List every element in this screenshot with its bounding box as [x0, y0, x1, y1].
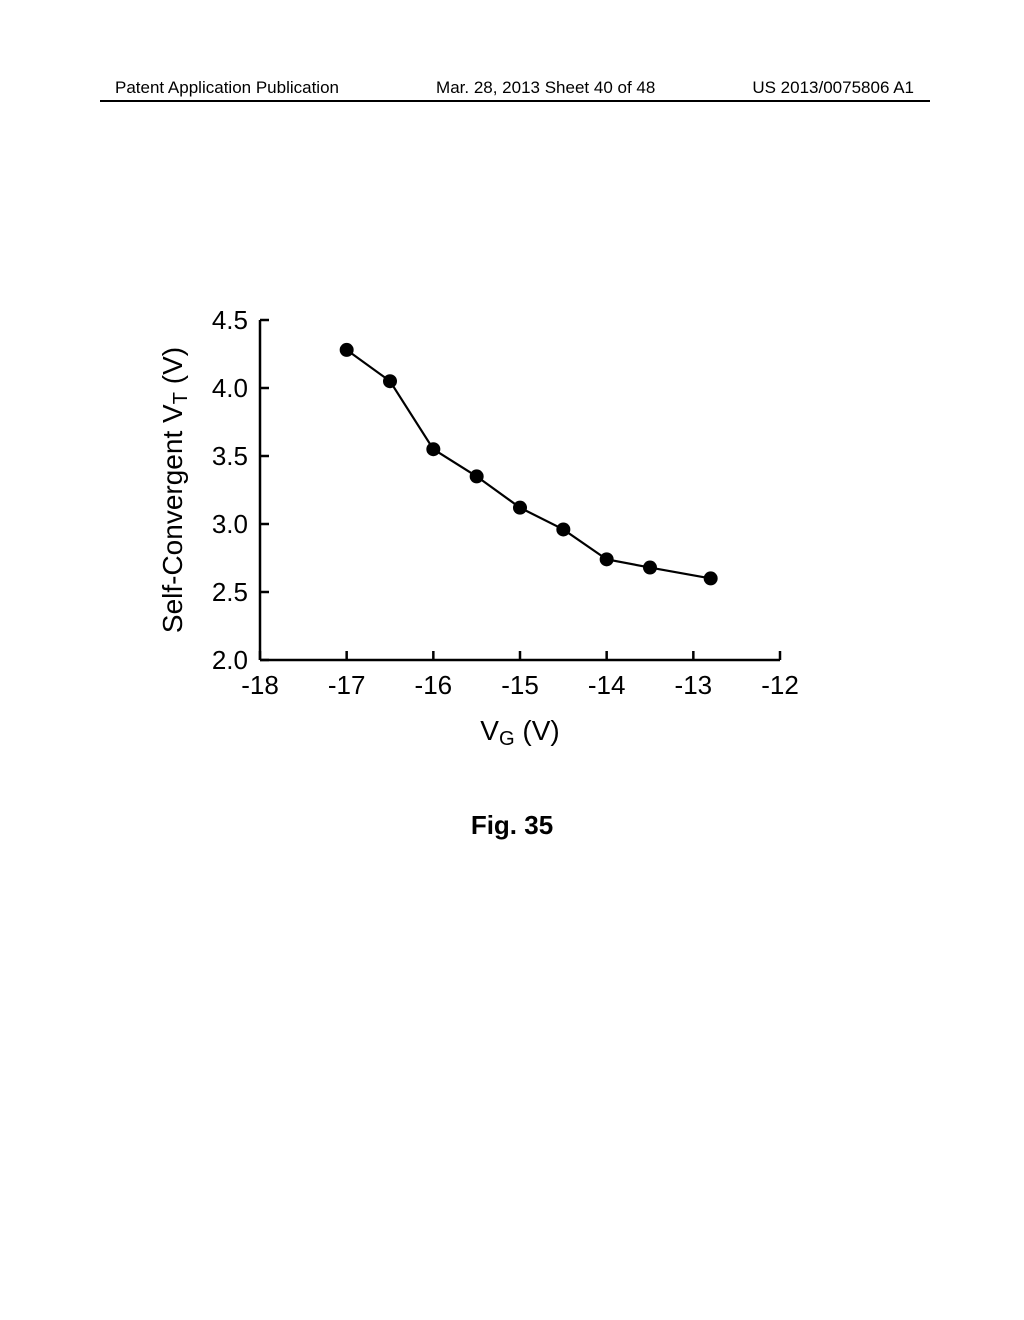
- header-rule: [100, 100, 930, 102]
- figure-caption: Fig. 35: [0, 810, 1024, 841]
- svg-text:4.0: 4.0: [212, 373, 248, 403]
- svg-text:-17: -17: [328, 670, 366, 700]
- header-left: Patent Application Publication: [115, 78, 339, 98]
- svg-text:VG (V): VG (V): [480, 715, 559, 750]
- svg-text:-14: -14: [588, 670, 626, 700]
- svg-text:-16: -16: [415, 670, 453, 700]
- svg-text:3.5: 3.5: [212, 441, 248, 471]
- svg-text:2.5: 2.5: [212, 577, 248, 607]
- header-right: US 2013/0075806 A1: [752, 78, 914, 98]
- chart-svg: -18-17-16-15-14-13-122.02.53.03.54.04.5V…: [155, 310, 875, 830]
- svg-text:-15: -15: [501, 670, 539, 700]
- svg-text:2.0: 2.0: [212, 645, 248, 675]
- svg-text:-12: -12: [761, 670, 799, 700]
- header-center: Mar. 28, 2013 Sheet 40 of 48: [436, 78, 655, 98]
- svg-text:4.5: 4.5: [212, 310, 248, 335]
- chart-container: -18-17-16-15-14-13-122.02.53.03.54.04.5V…: [155, 310, 875, 830]
- svg-text:3.0: 3.0: [212, 509, 248, 539]
- svg-text:Self-Convergent VT (V): Self-Convergent VT (V): [157, 347, 192, 633]
- page-header: Patent Application Publication Mar. 28, …: [0, 78, 1024, 98]
- svg-text:-13: -13: [675, 670, 713, 700]
